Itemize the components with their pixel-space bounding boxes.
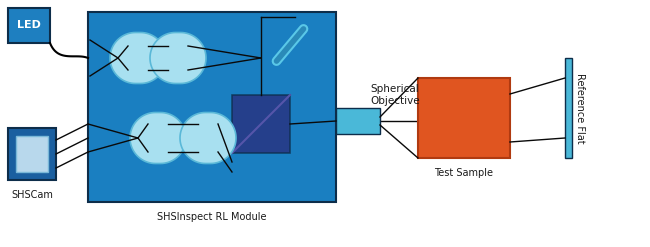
Polygon shape (180, 112, 236, 164)
Bar (232, 95, 290, 153)
Bar (88, 12, 336, 202)
Bar (418, 78, 510, 158)
Text: SHSInspect RL Module: SHSInspect RL Module (157, 212, 266, 222)
Text: Test Sample: Test Sample (434, 168, 493, 178)
Bar (8, 128, 56, 180)
Bar (336, 108, 380, 134)
Text: SHSCam: SHSCam (11, 190, 53, 200)
Text: LED: LED (17, 21, 41, 30)
Polygon shape (130, 112, 186, 164)
Polygon shape (110, 33, 166, 83)
Bar (16, 136, 48, 172)
Bar (8, 8, 50, 43)
Text: Reference Flat: Reference Flat (575, 73, 585, 143)
Polygon shape (150, 33, 206, 83)
Text: Spherical
Objective: Spherical Objective (370, 84, 420, 106)
Bar (565, 58, 572, 158)
